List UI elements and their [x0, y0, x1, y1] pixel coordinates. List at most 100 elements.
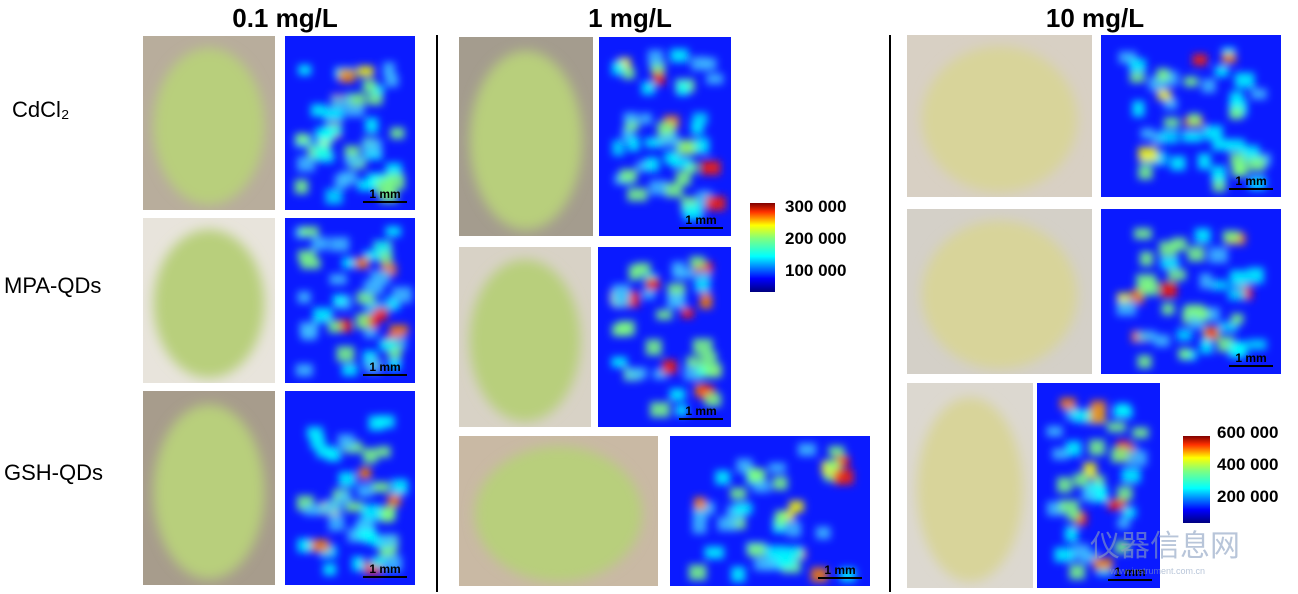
hotspot	[367, 93, 383, 106]
hotspot	[316, 504, 332, 515]
heatmap	[670, 436, 870, 586]
hotspot	[642, 287, 656, 300]
hotspot	[774, 510, 788, 527]
hotspot	[358, 467, 372, 480]
hotspot	[387, 346, 402, 358]
hotspot	[1178, 348, 1191, 360]
hotspot	[379, 252, 393, 264]
hotspot	[370, 556, 384, 568]
hotspot	[344, 106, 365, 117]
hotspot	[1208, 247, 1228, 264]
hotspot	[653, 368, 668, 380]
hotspot	[295, 363, 313, 377]
hotspot	[1230, 313, 1244, 325]
hotspot	[669, 388, 686, 401]
hotspot	[747, 468, 766, 482]
hotspot	[391, 479, 408, 495]
colorbar-label: 200 000	[1217, 487, 1278, 506]
colorbar-label: 100 000	[785, 261, 846, 280]
hotspot	[1122, 506, 1136, 518]
hotspot	[675, 171, 691, 186]
hotspot	[676, 81, 690, 96]
hotspot	[662, 359, 677, 375]
hotspot	[373, 173, 392, 184]
hotspot	[1222, 230, 1240, 243]
hotspot	[382, 62, 395, 78]
hotspot	[363, 250, 381, 261]
hotspot	[1066, 441, 1082, 457]
hotspot	[704, 392, 722, 407]
hotspot	[313, 307, 333, 323]
hotspot	[362, 139, 382, 155]
hotspot	[645, 137, 662, 148]
hotspot	[628, 264, 642, 281]
hotspot	[1073, 409, 1091, 423]
hotspot	[355, 519, 375, 531]
hotspot	[692, 338, 713, 354]
hotspot	[1204, 327, 1219, 341]
hotspot	[670, 48, 689, 63]
heatmap	[1101, 209, 1281, 374]
hotspot	[332, 294, 346, 306]
leaf	[921, 46, 1078, 193]
hotspot	[1160, 257, 1179, 269]
heatmap	[1101, 35, 1281, 197]
hotspot	[362, 448, 378, 464]
leaf-photo	[907, 35, 1092, 197]
hotspot	[316, 445, 335, 458]
hotspot	[1081, 489, 1097, 502]
hotspot	[329, 237, 350, 252]
hotspot	[383, 555, 402, 572]
hotspot	[1212, 139, 1231, 151]
hotspot	[692, 518, 707, 534]
hotspot	[324, 107, 344, 121]
hotspot	[1073, 544, 1090, 560]
leaf-photo	[143, 36, 275, 210]
hotspot	[1229, 107, 1243, 120]
hotspot	[342, 363, 358, 376]
hotspot	[1073, 473, 1089, 487]
hotspots	[610, 256, 722, 418]
column-title: 0.1 mg/L	[232, 3, 338, 33]
hotspot	[338, 69, 355, 83]
hotspot	[686, 356, 699, 368]
scale-bar-label: 1 mm	[369, 187, 400, 201]
hotspot	[834, 455, 850, 467]
hotspot	[1069, 564, 1086, 580]
hotspot	[1199, 273, 1212, 289]
hotspot	[379, 507, 395, 523]
hotspot	[763, 559, 783, 571]
hotspot	[1160, 129, 1179, 144]
watermark: 仪器信息网	[1090, 530, 1240, 563]
hotspot	[375, 178, 394, 195]
heatmap	[285, 36, 415, 210]
hotspot	[1085, 408, 1106, 424]
hotspot	[1170, 156, 1186, 171]
hotspot	[377, 446, 391, 458]
hotspot	[1154, 151, 1168, 166]
hotspot	[1229, 152, 1245, 165]
leaf-photo	[907, 383, 1033, 588]
hotspot	[1130, 289, 1144, 305]
hotspot	[641, 81, 655, 95]
hotspot	[1214, 65, 1229, 77]
heatmap	[1037, 383, 1160, 588]
hotspot	[683, 204, 703, 221]
hotspot	[700, 160, 721, 175]
hotspot	[1060, 397, 1076, 410]
hotspot	[730, 487, 747, 500]
leaf	[469, 50, 583, 231]
leaf-photo	[459, 247, 591, 427]
hotspot	[387, 494, 401, 507]
hotspot	[337, 434, 355, 449]
leaf-photo	[459, 37, 593, 236]
hotspot	[1117, 486, 1133, 501]
hotspot	[1137, 355, 1152, 369]
hotspot	[1228, 288, 1246, 301]
hotspots	[1116, 228, 1267, 369]
hotspot	[1138, 165, 1153, 180]
scale-bar-label: 1 mm	[1235, 174, 1266, 188]
hotspot	[1052, 448, 1069, 460]
hotspot	[1248, 176, 1266, 190]
